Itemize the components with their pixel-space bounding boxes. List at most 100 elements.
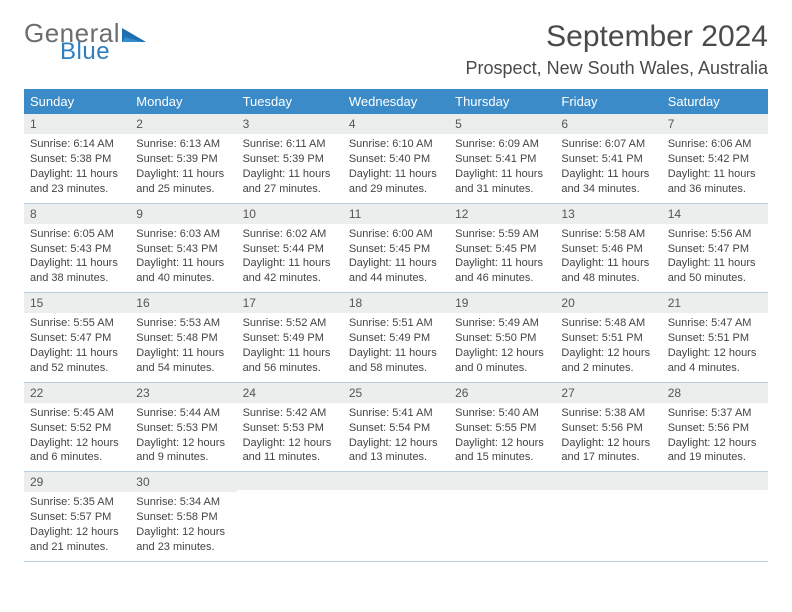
day-number: [662, 472, 768, 490]
calendar-cell: 21Sunrise: 5:47 AMSunset: 5:51 PMDayligh…: [662, 293, 768, 382]
calendar-cell: [237, 472, 343, 561]
cell-body: Sunrise: 5:45 AMSunset: 5:52 PMDaylight:…: [24, 403, 130, 471]
calendar-cell: 30Sunrise: 5:34 AMSunset: 5:58 PMDayligh…: [130, 472, 236, 561]
sunset-text: Sunset: 5:43 PM: [136, 242, 230, 257]
daylight-text: and 27 minutes.: [243, 182, 337, 197]
sunrise-text: Sunrise: 6:11 AM: [243, 137, 337, 152]
sunset-text: Sunset: 5:58 PM: [136, 510, 230, 525]
day-number: 6: [555, 114, 661, 134]
day-number: 19: [449, 293, 555, 313]
sunrise-text: Sunrise: 5:45 AM: [30, 406, 124, 421]
daylight-text: Daylight: 12 hours: [136, 525, 230, 540]
title-block: September 2024 Prospect, New South Wales…: [466, 20, 768, 79]
sunset-text: Sunset: 5:47 PM: [30, 331, 124, 346]
daylight-text: Daylight: 11 hours: [668, 167, 762, 182]
sunset-text: Sunset: 5:39 PM: [243, 152, 337, 167]
sunset-text: Sunset: 5:49 PM: [243, 331, 337, 346]
sunrise-text: Sunrise: 5:58 AM: [561, 227, 655, 242]
sunset-text: Sunset: 5:53 PM: [136, 421, 230, 436]
cell-body: Sunrise: 6:13 AMSunset: 5:39 PMDaylight:…: [130, 134, 236, 202]
daylight-text: and 13 minutes.: [349, 450, 443, 465]
daylight-text: Daylight: 11 hours: [243, 167, 337, 182]
cell-body: Sunrise: 5:51 AMSunset: 5:49 PMDaylight:…: [343, 313, 449, 381]
cell-body: Sunrise: 6:00 AMSunset: 5:45 PMDaylight:…: [343, 224, 449, 292]
daylight-text: and 44 minutes.: [349, 271, 443, 286]
daylight-text: Daylight: 11 hours: [136, 346, 230, 361]
sunrise-text: Sunrise: 5:37 AM: [668, 406, 762, 421]
sunset-text: Sunset: 5:47 PM: [668, 242, 762, 257]
sunset-text: Sunset: 5:55 PM: [455, 421, 549, 436]
cell-body: Sunrise: 6:06 AMSunset: 5:42 PMDaylight:…: [662, 134, 768, 202]
sunrise-text: Sunrise: 6:14 AM: [30, 137, 124, 152]
day-number: [343, 472, 449, 490]
daylight-text: Daylight: 11 hours: [243, 346, 337, 361]
day-number: 23: [130, 383, 236, 403]
dow-row: Sunday Monday Tuesday Wednesday Thursday…: [24, 89, 768, 114]
calendar-cell: 22Sunrise: 5:45 AMSunset: 5:52 PMDayligh…: [24, 383, 130, 472]
day-number: 13: [555, 204, 661, 224]
cell-body: Sunrise: 6:02 AMSunset: 5:44 PMDaylight:…: [237, 224, 343, 292]
calendar-cell: 1Sunrise: 6:14 AMSunset: 5:38 PMDaylight…: [24, 114, 130, 203]
day-number: 1: [24, 114, 130, 134]
sunset-text: Sunset: 5:43 PM: [30, 242, 124, 257]
sunset-text: Sunset: 5:51 PM: [668, 331, 762, 346]
daylight-text: Daylight: 12 hours: [136, 436, 230, 451]
sunrise-text: Sunrise: 6:05 AM: [30, 227, 124, 242]
calendar-cell: 10Sunrise: 6:02 AMSunset: 5:44 PMDayligh…: [237, 204, 343, 293]
daylight-text: and 0 minutes.: [455, 361, 549, 376]
daylight-text: Daylight: 12 hours: [243, 436, 337, 451]
sunrise-text: Sunrise: 5:41 AM: [349, 406, 443, 421]
daylight-text: and 58 minutes.: [349, 361, 443, 376]
day-number: [555, 472, 661, 490]
sunset-text: Sunset: 5:54 PM: [349, 421, 443, 436]
daylight-text: and 36 minutes.: [668, 182, 762, 197]
daylight-text: Daylight: 11 hours: [349, 346, 443, 361]
sunrise-text: Sunrise: 5:52 AM: [243, 316, 337, 331]
calendar-cell: [662, 472, 768, 561]
calendar-cell: 6Sunrise: 6:07 AMSunset: 5:41 PMDaylight…: [555, 114, 661, 203]
daylight-text: Daylight: 12 hours: [455, 346, 549, 361]
sunset-text: Sunset: 5:38 PM: [30, 152, 124, 167]
cell-body: Sunrise: 5:37 AMSunset: 5:56 PMDaylight:…: [662, 403, 768, 471]
daylight-text: Daylight: 11 hours: [30, 256, 124, 271]
day-number: 3: [237, 114, 343, 134]
calendar-cell: 2Sunrise: 6:13 AMSunset: 5:39 PMDaylight…: [130, 114, 236, 203]
day-number: 4: [343, 114, 449, 134]
daylight-text: and 52 minutes.: [30, 361, 124, 376]
calendar-cell: [555, 472, 661, 561]
sunrise-text: Sunrise: 6:02 AM: [243, 227, 337, 242]
brand-blue: Blue: [60, 40, 146, 64]
calendar-cell: [343, 472, 449, 561]
calendar-cell: [449, 472, 555, 561]
daylight-text: and 40 minutes.: [136, 271, 230, 286]
daylight-text: Daylight: 11 hours: [136, 167, 230, 182]
calendar-cell: 15Sunrise: 5:55 AMSunset: 5:47 PMDayligh…: [24, 293, 130, 382]
week-row: 8Sunrise: 6:05 AMSunset: 5:43 PMDaylight…: [24, 204, 768, 294]
sunrise-text: Sunrise: 6:10 AM: [349, 137, 443, 152]
cell-body: Sunrise: 6:14 AMSunset: 5:38 PMDaylight:…: [24, 134, 130, 202]
daylight-text: and 19 minutes.: [668, 450, 762, 465]
daylight-text: and 6 minutes.: [30, 450, 124, 465]
day-number: 20: [555, 293, 661, 313]
sunrise-text: Sunrise: 5:55 AM: [30, 316, 124, 331]
sunrise-text: Sunrise: 5:49 AM: [455, 316, 549, 331]
calendar-cell: 16Sunrise: 5:53 AMSunset: 5:48 PMDayligh…: [130, 293, 236, 382]
sunset-text: Sunset: 5:41 PM: [561, 152, 655, 167]
day-number: 30: [130, 472, 236, 492]
sunset-text: Sunset: 5:45 PM: [349, 242, 443, 257]
daylight-text: and 11 minutes.: [243, 450, 337, 465]
cell-body: Sunrise: 5:59 AMSunset: 5:45 PMDaylight:…: [449, 224, 555, 292]
sunset-text: Sunset: 5:46 PM: [561, 242, 655, 257]
brand-logo: General Blue: [24, 20, 146, 64]
sunset-text: Sunset: 5:52 PM: [30, 421, 124, 436]
daylight-text: and 15 minutes.: [455, 450, 549, 465]
calendar: Sunday Monday Tuesday Wednesday Thursday…: [24, 89, 768, 562]
daylight-text: and 17 minutes.: [561, 450, 655, 465]
daylight-text: Daylight: 11 hours: [668, 256, 762, 271]
sunrise-text: Sunrise: 6:09 AM: [455, 137, 549, 152]
calendar-cell: 14Sunrise: 5:56 AMSunset: 5:47 PMDayligh…: [662, 204, 768, 293]
cell-body: Sunrise: 5:40 AMSunset: 5:55 PMDaylight:…: [449, 403, 555, 471]
cell-body: Sunrise: 5:55 AMSunset: 5:47 PMDaylight:…: [24, 313, 130, 381]
calendar-cell: 26Sunrise: 5:40 AMSunset: 5:55 PMDayligh…: [449, 383, 555, 472]
sunrise-text: Sunrise: 5:47 AM: [668, 316, 762, 331]
